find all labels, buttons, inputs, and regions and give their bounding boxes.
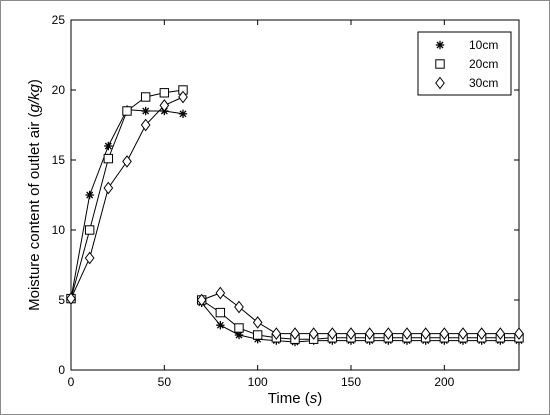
asterisk-stroke <box>142 107 150 115</box>
data-point <box>122 155 132 168</box>
data-point <box>84 251 95 265</box>
data-point <box>252 316 263 329</box>
data-point <box>66 292 76 305</box>
data-point <box>141 106 150 116</box>
y-axis-ticks: 0 5 10 15 20 25 <box>52 13 519 377</box>
asterisk-stroke <box>216 321 224 329</box>
y-tick-label: 25 <box>52 13 66 27</box>
y-axis-label-text: Moisture content of outlet air <box>26 122 43 311</box>
x-axis-label-close-paren: ) <box>317 390 322 407</box>
y-axis-label-close-paren: ) <box>26 79 43 84</box>
data-point <box>104 141 113 151</box>
y-tick-label: 20 <box>52 83 66 97</box>
x-axis-label-open-paren: ( <box>301 390 310 407</box>
x-tick-label: 200 <box>434 375 454 389</box>
x-axis-label-unit: s <box>310 390 318 407</box>
asterisk-stroke <box>86 191 94 199</box>
x-tick-label: 0 <box>68 375 75 389</box>
x-tick-label: 100 <box>248 375 268 389</box>
data-point <box>178 109 188 118</box>
x-axis-label-text: Time <box>268 390 301 407</box>
asterisk-stroke <box>179 110 187 118</box>
data-point <box>476 327 487 340</box>
data-point <box>103 153 114 164</box>
data-point <box>402 327 412 340</box>
data-point <box>252 330 263 340</box>
asterisk-stroke <box>104 142 112 150</box>
data-point <box>234 300 244 314</box>
y-axis-label-open-paren: ( <box>26 112 43 121</box>
asterisk-stroke <box>436 41 444 49</box>
y-tick-label: 10 <box>52 223 66 237</box>
y-tick-label: 15 <box>52 153 66 167</box>
x-tick-label: 50 <box>158 375 172 389</box>
data-point <box>215 307 226 318</box>
data-point <box>383 327 394 340</box>
data-point <box>215 286 226 300</box>
data-point <box>458 327 468 340</box>
legend-label: 20cm <box>469 57 498 71</box>
data-point <box>495 327 506 340</box>
legend-entries: 10cm 20cm 30cm <box>435 38 498 90</box>
data-point <box>196 293 207 307</box>
data-point <box>85 190 94 200</box>
data-point <box>290 327 300 340</box>
y-axis-label-unit: g/kg <box>26 83 43 112</box>
data-point <box>514 327 524 340</box>
data-point <box>420 327 431 340</box>
data-point <box>140 118 151 132</box>
x-tick-label: 150 <box>341 375 361 389</box>
legend-box <box>417 31 512 96</box>
legend-marker <box>435 40 445 50</box>
legend: 10cm 20cm 30cm <box>417 31 512 96</box>
data-point <box>327 327 338 340</box>
data-point <box>140 92 151 102</box>
y-tick-label: 0 <box>58 363 65 377</box>
data-point <box>159 88 170 98</box>
data-point <box>439 327 450 340</box>
data-point <box>216 321 225 330</box>
data-point <box>364 327 375 340</box>
x-axis-ticks: 0 50 100 150 200 <box>68 20 455 389</box>
legend-label: 30cm <box>469 76 498 90</box>
x-axis-label: Time (s) <box>268 390 322 407</box>
data-point <box>308 327 319 340</box>
data-point <box>234 323 244 333</box>
series-layer <box>66 85 524 347</box>
legend-marker <box>435 59 445 69</box>
data-point <box>159 99 170 112</box>
y-tick-label: 5 <box>58 293 65 307</box>
data-point <box>346 327 356 340</box>
legend-label: 10cm <box>469 38 498 52</box>
data-point <box>122 106 132 116</box>
data-point <box>103 181 114 195</box>
data-point <box>271 327 282 340</box>
data-point <box>84 225 95 235</box>
y-axis-label: Moisture content of outlet air (g/kg) <box>26 79 43 311</box>
series-30cm <box>66 90 524 340</box>
data-point <box>178 90 188 104</box>
asterisk-stroke <box>235 331 243 339</box>
legend-marker <box>435 76 445 90</box>
